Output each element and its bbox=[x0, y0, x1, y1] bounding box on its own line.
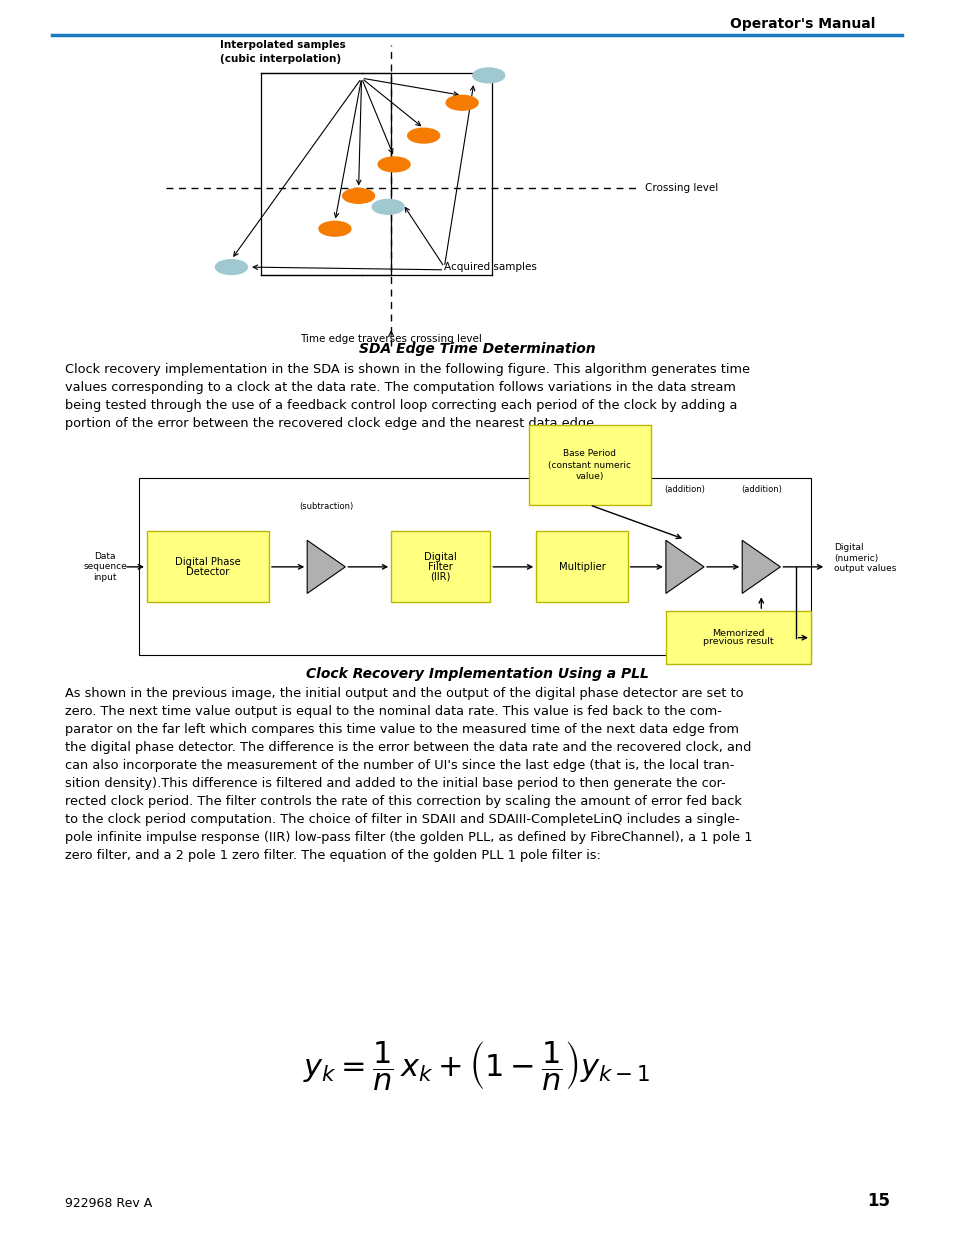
Circle shape bbox=[372, 199, 404, 214]
Text: 922968 Rev A: 922968 Rev A bbox=[65, 1197, 152, 1210]
FancyBboxPatch shape bbox=[528, 425, 650, 505]
Text: zero. The next time value output is equal to the nominal data rate. This value i: zero. The next time value output is equa… bbox=[65, 705, 721, 718]
Circle shape bbox=[446, 95, 477, 110]
Circle shape bbox=[407, 128, 439, 143]
Text: SDA Edge Time Determination: SDA Edge Time Determination bbox=[358, 342, 595, 356]
Text: Data
sequence
input: Data sequence input bbox=[83, 552, 127, 582]
FancyBboxPatch shape bbox=[391, 531, 490, 603]
Text: (cubic interpolation): (cubic interpolation) bbox=[219, 53, 340, 64]
Text: pole infinite impulse response (IIR) low-pass filter (the golden PLL, as defined: pole infinite impulse response (IIR) low… bbox=[65, 831, 752, 844]
FancyBboxPatch shape bbox=[147, 531, 269, 603]
Text: being tested through the use of a feedback control loop correcting each period o: being tested through the use of a feedba… bbox=[65, 399, 737, 412]
Text: value): value) bbox=[575, 472, 603, 480]
Text: Multiplier: Multiplier bbox=[558, 562, 605, 572]
Text: Clock Recovery Implementation Using a PLL: Clock Recovery Implementation Using a PL… bbox=[305, 667, 648, 680]
Text: Detector: Detector bbox=[186, 567, 230, 577]
Circle shape bbox=[342, 189, 375, 204]
Text: Time edge traverses crossing level: Time edge traverses crossing level bbox=[300, 335, 481, 345]
Text: (subtraction): (subtraction) bbox=[299, 503, 353, 511]
Text: (constant numeric: (constant numeric bbox=[547, 461, 631, 469]
Text: Filter: Filter bbox=[428, 562, 453, 572]
Text: Crossing level: Crossing level bbox=[645, 183, 718, 193]
Text: Digital Phase: Digital Phase bbox=[175, 557, 240, 567]
Text: (IIR): (IIR) bbox=[430, 572, 451, 582]
Text: Base Period: Base Period bbox=[562, 450, 616, 458]
Circle shape bbox=[473, 68, 504, 83]
Text: Interpolated samples: Interpolated samples bbox=[219, 40, 345, 49]
Polygon shape bbox=[741, 541, 780, 593]
Text: (addition): (addition) bbox=[664, 484, 704, 494]
Text: 15: 15 bbox=[866, 1192, 889, 1210]
Polygon shape bbox=[665, 541, 703, 593]
Text: to the clock period computation. The choice of filter in SDAII and SDAIII-Comple: to the clock period computation. The cho… bbox=[65, 813, 739, 826]
Text: values corresponding to a clock at the data rate. The computation follows variat: values corresponding to a clock at the d… bbox=[65, 382, 735, 394]
Circle shape bbox=[215, 259, 247, 274]
Text: previous result: previous result bbox=[702, 637, 773, 646]
Text: Memorized: Memorized bbox=[711, 630, 764, 638]
Circle shape bbox=[377, 157, 410, 172]
Text: (addition): (addition) bbox=[740, 484, 781, 494]
Text: rected clock period. The filter controls the rate of this correction by scaling : rected clock period. The filter controls… bbox=[65, 795, 741, 808]
Text: As shown in the previous image, the initial output and the output of the digital: As shown in the previous image, the init… bbox=[65, 687, 742, 700]
Text: zero filter, and a 2 pole 1 zero filter. The equation of the golden PLL 1 pole f: zero filter, and a 2 pole 1 zero filter.… bbox=[65, 848, 600, 862]
Circle shape bbox=[318, 221, 351, 236]
FancyBboxPatch shape bbox=[536, 531, 627, 603]
Text: Operator's Manual: Operator's Manual bbox=[729, 17, 874, 31]
FancyBboxPatch shape bbox=[665, 611, 810, 664]
Text: can also incorporate the measurement of the number of UI's since the last edge (: can also incorporate the measurement of … bbox=[65, 760, 734, 772]
Text: sition density).This difference is filtered and added to the initial base period: sition density).This difference is filte… bbox=[65, 777, 725, 790]
Text: portion of the error between the recovered clock edge and the nearest data edge.: portion of the error between the recover… bbox=[65, 417, 598, 430]
Text: Acquired samples: Acquired samples bbox=[444, 262, 537, 272]
Text: Digital
(numeric)
output values: Digital (numeric) output values bbox=[833, 543, 895, 573]
Text: Clock recovery implementation in the SDA is shown in the following figure. This : Clock recovery implementation in the SDA… bbox=[65, 363, 749, 375]
Text: parator on the far left which compares this time value to the measured time of t: parator on the far left which compares t… bbox=[65, 722, 739, 736]
Text: Digital: Digital bbox=[424, 552, 456, 562]
Text: the digital phase detector. The difference is the error between the data rate an: the digital phase detector. The differen… bbox=[65, 741, 751, 755]
Text: $y_k = \dfrac{1}{n}\,x_k + \left(1 - \dfrac{1}{n}\right)y_{k-1}$: $y_k = \dfrac{1}{n}\,x_k + \left(1 - \df… bbox=[303, 1039, 650, 1092]
Polygon shape bbox=[307, 541, 345, 593]
